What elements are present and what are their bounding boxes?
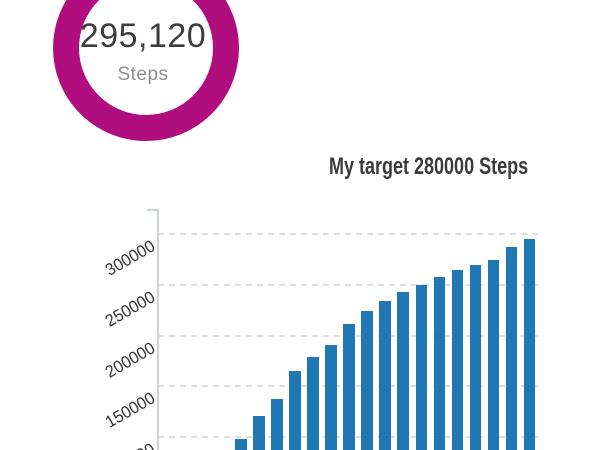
bar (469, 264, 482, 450)
y-tick-label: 100000 (102, 439, 159, 450)
steps-total-value: 295,120 (79, 17, 207, 55)
bar (307, 357, 319, 450)
bar (523, 238, 536, 450)
bar (325, 345, 337, 450)
bar (505, 246, 518, 450)
bar (379, 300, 391, 450)
progress-ring-circle (53, 0, 239, 141)
y-tick-label: 150000 (102, 388, 159, 432)
bar (451, 270, 464, 450)
bar (397, 291, 409, 450)
steps-gauge: 295,120 Steps (0, 0, 280, 160)
y-tick-label: 250000 (102, 287, 159, 331)
bar (415, 284, 427, 450)
steps-unit-label: Steps (117, 64, 169, 85)
y-tick-label: 300000 (102, 236, 159, 280)
progress-ring-icon (53, 0, 239, 141)
y-axis-line (157, 209, 159, 450)
y-axis-top-tick (147, 209, 159, 211)
bar (343, 324, 355, 450)
bar (487, 259, 500, 450)
bar (271, 399, 283, 450)
bar (235, 439, 247, 450)
gridline (158, 283, 540, 286)
chart-title: My target 280000 Steps (329, 153, 529, 180)
bar (289, 371, 301, 450)
bar (361, 311, 373, 450)
bar (433, 277, 446, 450)
bar (253, 415, 265, 450)
gridline (158, 233, 540, 235)
y-tick-label: 200000 (102, 337, 159, 382)
